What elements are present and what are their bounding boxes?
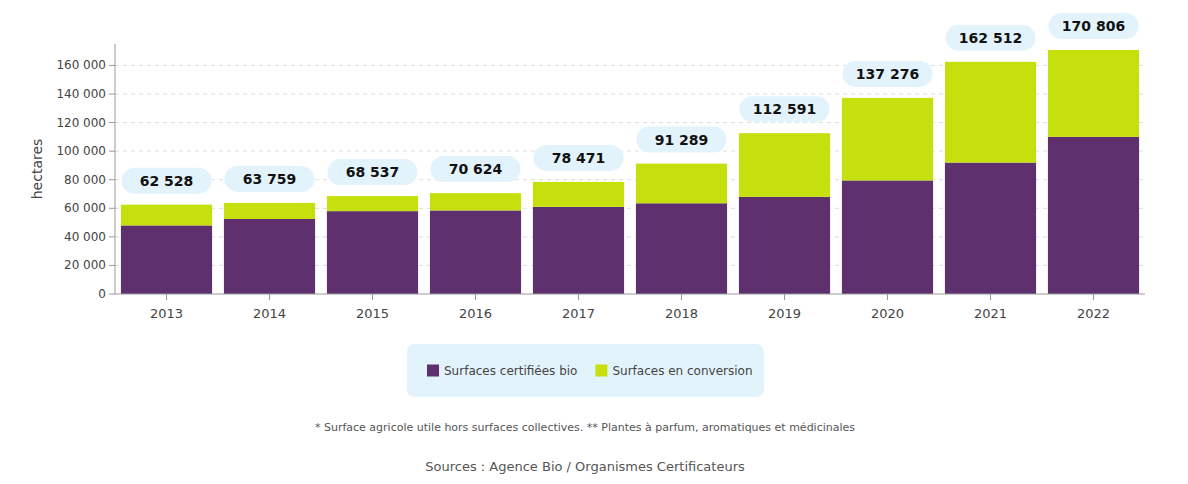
bar-segment xyxy=(430,210,521,294)
total-badge xyxy=(946,25,1036,51)
x-tick xyxy=(269,294,270,300)
bar-segment xyxy=(533,207,624,294)
total-label: 112 591 xyxy=(753,101,816,117)
y-tick xyxy=(109,179,115,180)
y-tick-label: 40 000 xyxy=(64,230,106,244)
x-tick-label: 2017 xyxy=(562,306,595,321)
bar-segment xyxy=(327,196,418,211)
bar-segment xyxy=(224,203,315,219)
x-tick xyxy=(784,294,785,300)
total-badge xyxy=(122,168,212,194)
x-tick xyxy=(372,294,373,300)
bar-segment xyxy=(842,98,933,181)
x-tick-label: 2020 xyxy=(871,306,904,321)
total-badge xyxy=(328,159,418,185)
footnote: * Surface agricole utile hors surfaces c… xyxy=(315,421,855,434)
x-tick xyxy=(475,294,476,300)
y-tick-label: 120 000 xyxy=(56,116,106,130)
y-tick xyxy=(109,94,115,95)
bar-segment xyxy=(327,211,418,294)
bar-segment xyxy=(121,225,212,294)
x-tick-label: 2022 xyxy=(1077,306,1110,321)
y-tick-label: 20 000 xyxy=(64,258,106,272)
y-tick-label: 100 000 xyxy=(56,144,106,158)
bar-segment xyxy=(1048,50,1139,137)
y-tick xyxy=(109,65,115,66)
total-label: 162 512 xyxy=(959,30,1022,46)
y-tick-label: 80 000 xyxy=(64,173,106,187)
total-badge xyxy=(637,127,727,153)
x-tick-label: 2015 xyxy=(356,306,389,321)
bar-segment xyxy=(842,180,933,294)
total-label: 170 806 xyxy=(1062,18,1125,34)
x-tick-label: 2016 xyxy=(459,306,492,321)
y-tick xyxy=(109,265,115,266)
x-tick-label: 2014 xyxy=(253,306,286,321)
y-tick xyxy=(109,236,115,237)
y-axis xyxy=(115,44,116,294)
legend-swatch xyxy=(595,365,607,377)
x-tick xyxy=(681,294,682,300)
source: Sources : Agence Bio / Organismes Certif… xyxy=(425,459,745,474)
bar-segment xyxy=(533,182,624,207)
x-tick xyxy=(578,294,579,300)
x-tick-label: 2019 xyxy=(768,306,801,321)
bar-segment xyxy=(636,203,727,294)
total-badge xyxy=(225,166,315,192)
y-tick-label: 0 xyxy=(98,287,106,301)
y-tick-label: 60 000 xyxy=(64,201,106,215)
x-tick xyxy=(1093,294,1094,300)
total-badge xyxy=(431,156,521,182)
bar-segment xyxy=(945,163,1036,294)
x-tick-label: 2018 xyxy=(665,306,698,321)
y-tick xyxy=(109,122,115,123)
legend-label: Surfaces en conversion xyxy=(612,364,752,378)
total-badge xyxy=(740,96,830,122)
chart: 0 20 000 40 000 60 000 80 000 100 000 120 000 1… xyxy=(0,0,1188,484)
bar-segment xyxy=(430,193,521,210)
total-label: 78 471 xyxy=(552,150,606,166)
bar-segment xyxy=(739,197,830,294)
x-tick xyxy=(990,294,991,300)
y-tick xyxy=(109,294,115,295)
total-badge xyxy=(1049,13,1139,39)
total-label: 68 537 xyxy=(346,164,400,180)
bar-segment xyxy=(224,219,315,294)
legend-swatch xyxy=(427,365,439,377)
x-tick xyxy=(887,294,888,300)
y-tick xyxy=(109,151,115,152)
bar-segment xyxy=(121,205,212,226)
x-tick xyxy=(166,294,167,300)
bars xyxy=(121,50,1139,294)
y-axis-label: hectares xyxy=(29,139,45,200)
y-tick-label: 160 000 xyxy=(56,58,106,72)
x-tick-label: 2013 xyxy=(150,306,183,321)
legend-label: Surfaces certifiées bio xyxy=(444,364,577,378)
y-tick-label: 140 000 xyxy=(56,87,106,101)
y-tick xyxy=(109,208,115,209)
bar-segment xyxy=(636,164,727,204)
total-label: 137 276 xyxy=(856,66,919,82)
bar-segment xyxy=(1048,137,1139,294)
bar-segment xyxy=(739,133,830,197)
legend xyxy=(407,344,764,397)
total-label: 62 528 xyxy=(140,173,194,189)
total-label: 70 624 xyxy=(449,161,503,177)
bar-segment xyxy=(945,62,1036,163)
total-label: 63 759 xyxy=(243,171,297,187)
total-badge xyxy=(843,61,933,87)
total-label: 91 289 xyxy=(655,132,709,148)
total-badge xyxy=(534,145,624,171)
x-tick-label: 2021 xyxy=(974,306,1007,321)
